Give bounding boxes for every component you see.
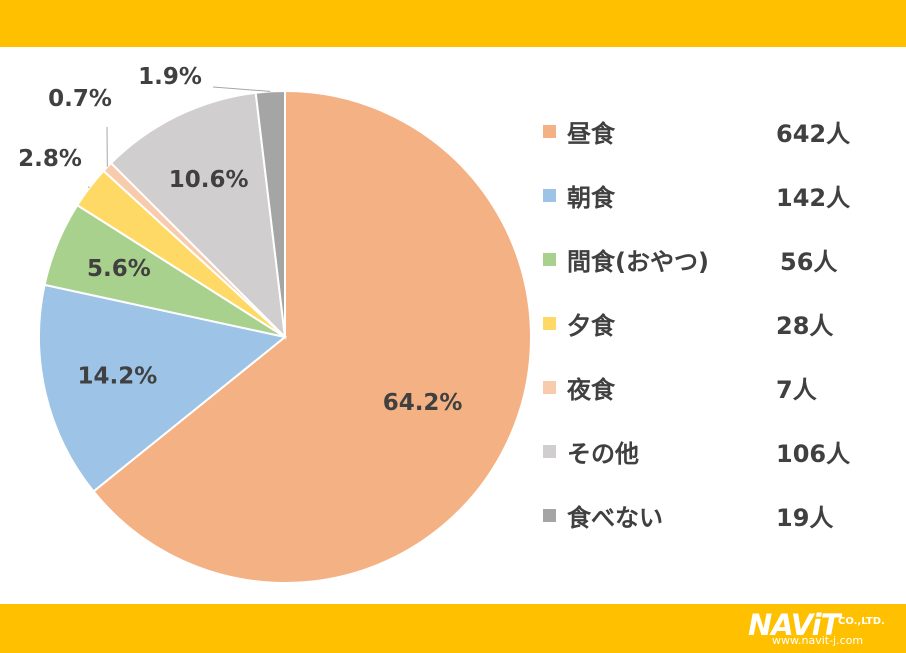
legend-item-none: 食べない 19人 (540, 496, 880, 536)
legend-item-late-night: 夜食 7人 (540, 368, 880, 408)
legend-label: 昼食 (567, 120, 615, 148)
logo-url: www.navit-j.com (772, 634, 864, 647)
legend-swatch (543, 445, 556, 458)
pie-chart: 64.2% 14.2% 5.6% 2.8% 0.7% 10.6% 1.9% (18, 64, 532, 584)
legend-count: 642人 (776, 120, 851, 148)
legend-count: 28人 (776, 312, 834, 340)
legend-swatch (543, 189, 556, 202)
slice-percent-label: 1.9% (138, 64, 202, 90)
slice-percent-label: 2.8% (18, 146, 82, 172)
legend-label: 夜食 (567, 376, 615, 404)
legend-label: その他 (567, 440, 639, 468)
logo-suffix: CO.,LTD. (838, 616, 885, 627)
legend-count: 56人 (780, 248, 838, 276)
slice-percent-label: 10.6% (169, 167, 249, 193)
legend-label: 間食(おやつ) (567, 248, 709, 276)
legend-swatch (543, 253, 556, 266)
legend-label: 食べない (567, 504, 663, 532)
legend-item-lunch: 昼食 642人 (540, 112, 880, 152)
slice-percent-label: 0.7% (48, 86, 112, 112)
legend-item-breakfast: 朝食 142人 (540, 176, 880, 216)
legend-label: 夕食 (567, 312, 615, 340)
company-logo: NAViT CO.,LTD. www.navit-j.com (748, 608, 898, 650)
bottom-band (0, 604, 906, 653)
slice-percent-label: 64.2% (383, 390, 463, 416)
legend-label: 朝食 (567, 184, 615, 212)
legend-swatch (543, 125, 556, 138)
logo-brand: NAViT (748, 608, 840, 642)
legend-swatch (543, 317, 556, 330)
legend-count: 19人 (776, 504, 834, 532)
top-band (0, 0, 906, 47)
slice-percent-label: 14.2% (78, 364, 158, 390)
legend-count: 7人 (776, 376, 817, 404)
legend-item-other: その他 106人 (540, 432, 880, 472)
leader-line (212, 86, 271, 92)
legend-swatch (543, 381, 556, 394)
pie-slice-breakfast (38, 283, 288, 493)
pie-slice-lunch (92, 89, 532, 584)
pie-slice-other (109, 91, 287, 340)
legend-item-snack: 間食(おやつ) 56人 (540, 240, 880, 280)
slice-percent-label: 5.6% (87, 256, 151, 282)
legend-count: 142人 (776, 184, 851, 212)
legend-count: 106人 (776, 440, 851, 468)
legend-swatch (543, 509, 556, 522)
pie-slice-none (254, 89, 286, 338)
legend-item-dinner: 夕食 28人 (540, 304, 880, 344)
